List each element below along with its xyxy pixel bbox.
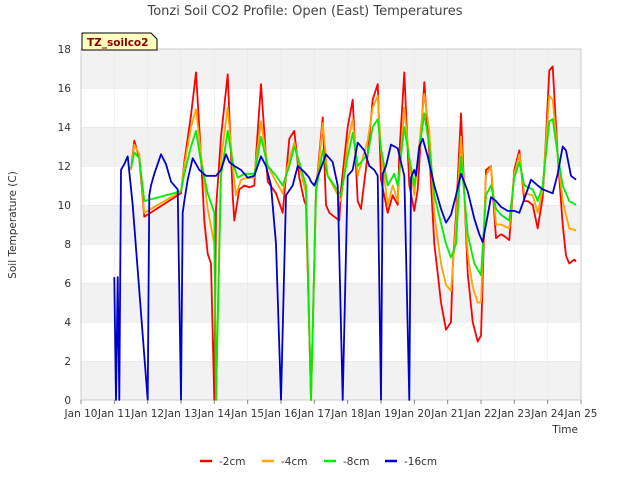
dataset-badge-label: TZ_soilco2 [87, 37, 148, 49]
grid-bands [80, 48, 582, 400]
dataset-badge-box [81, 32, 158, 51]
y-tick-label: 0 [64, 395, 71, 407]
legend-item: -4cm [262, 456, 307, 468]
y-tick-label: 6 [64, 278, 71, 290]
grid-band [81, 283, 581, 322]
y-tick-label: 18 [58, 44, 71, 56]
x-tick-label: Jan 22 [464, 408, 498, 420]
grid-band [81, 166, 581, 205]
legend-item: -8cm [324, 456, 369, 468]
x-tick-label: Jan 12 [130, 408, 164, 420]
y-tick-label: 16 [58, 83, 72, 95]
grid-band [81, 49, 581, 88]
x-tick-label: Jan 13 [164, 408, 198, 420]
legend-label: -4cm [281, 456, 307, 468]
y-tick-label: 10 [58, 200, 71, 212]
y-tick-label: 2 [64, 356, 71, 368]
grid-band [81, 244, 581, 283]
legend-label: -16cm [404, 456, 437, 468]
x-tick-label: Jan 23 [497, 408, 531, 420]
x-tick-label: Jan 15 [230, 408, 264, 420]
x-tick-label: Jan 24 [530, 408, 564, 420]
y-tick-label: 8 [64, 239, 71, 251]
grid-band [81, 361, 581, 400]
series-line-4cm [130, 93, 577, 401]
plot-area-border [80, 48, 582, 401]
y-tick-label: 4 [64, 317, 71, 329]
legend: -2cm -4cm -8cm -16cm [200, 456, 437, 468]
legend-item: -16cm [385, 456, 437, 468]
x-axis-label: Time [551, 424, 578, 436]
legend-item: -2cm [200, 456, 245, 468]
dataset-badge: TZ_soilco2 [81, 32, 158, 51]
legend-label: -8cm [343, 456, 369, 468]
x-tick-label: Jan 19 [364, 408, 398, 420]
plot-border [80, 48, 582, 401]
grid-band [81, 88, 581, 127]
legend-label: -2cm [219, 456, 245, 468]
x-axis-ticks: Jan 10 Jan 11 Jan 12 Jan 13 Jan 14 Jan 15 Jan … [64, 400, 598, 420]
x-tick-label: Jan 17 [297, 408, 331, 420]
series-lines [113, 65, 577, 401]
x-tick-label: Jan 18 [330, 408, 364, 420]
x-tick-label: Jan 25 [564, 408, 598, 420]
x-tick-label: Jan 10 [64, 408, 98, 420]
y-axis-label: Soil Temperature (C) [7, 171, 19, 279]
x-tick-label: Jan 21 [430, 408, 464, 420]
x-tick-label: Jan 11 [97, 408, 131, 420]
grid-band [81, 322, 581, 361]
chart-title: Tonzi Soil CO2 Profile: Open (East) Temp… [146, 4, 462, 19]
x-tick-label: Jan 16 [264, 408, 298, 420]
x-tick-label: Jan 20 [397, 408, 431, 420]
y-tick-label: 12 [58, 161, 71, 173]
x-tick-label: Jan 14 [197, 408, 231, 420]
series-line-16cm [113, 137, 577, 401]
series-line-8cm [130, 112, 577, 401]
y-axis-ticks: 0 2 4 6 8 10 12 14 16 18 [58, 44, 72, 407]
y-tick-label: 14 [58, 122, 72, 134]
